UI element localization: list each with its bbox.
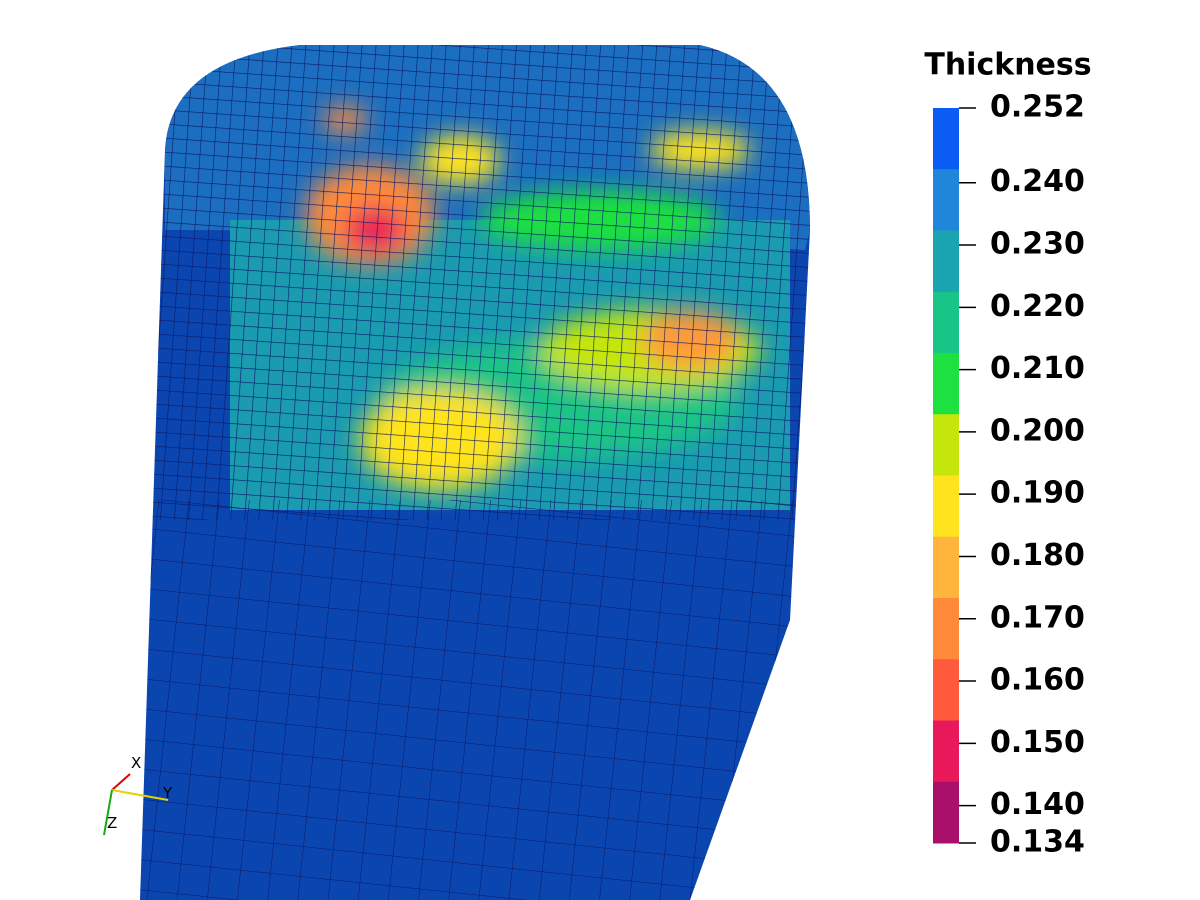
- axes-triad: X Y Z: [103, 754, 173, 836]
- color-band: [933, 414, 959, 476]
- tick-label: 0.230: [990, 227, 1085, 262]
- tick-label: 0.252: [990, 90, 1085, 125]
- tick-label: 0.150: [990, 725, 1085, 760]
- axis-label: X: [131, 754, 141, 772]
- tick-label: 0.200: [990, 413, 1085, 448]
- color-band: [933, 475, 959, 538]
- color-band: [933, 781, 959, 844]
- tick-label: 0.170: [990, 600, 1085, 635]
- tick-label: 0.190: [990, 476, 1085, 511]
- tick-label: 0.180: [990, 538, 1085, 573]
- color-band: [933, 659, 959, 721]
- tick-label: 0.160: [990, 663, 1085, 698]
- x-axis: [111, 773, 131, 791]
- color-band: [933, 536, 959, 599]
- tick-label: 0.140: [990, 787, 1085, 822]
- axis-label: Y: [162, 784, 173, 802]
- axis-label: Z: [107, 814, 117, 832]
- legend-title: Thickness: [924, 48, 1091, 83]
- color-band: [933, 353, 959, 415]
- color-band: [933, 291, 959, 354]
- color-band: [933, 230, 959, 293]
- tick-label: 0.134: [990, 825, 1085, 860]
- vessel-model: [140, 45, 810, 900]
- color-legend: 0.252 0.240 0.230 0.220 0.210 0.200 0.190 0.180…: [933, 90, 1085, 860]
- tick-label: 0.210: [990, 351, 1085, 386]
- z-axis: [103, 789, 113, 836]
- color-band: [933, 598, 959, 660]
- color-band: [933, 108, 959, 170]
- color-band: [933, 720, 959, 783]
- tick-label: 0.240: [990, 164, 1085, 199]
- color-band: [933, 169, 959, 231]
- tick-label: 0.220: [990, 289, 1085, 324]
- y-axis: [111, 789, 169, 801]
